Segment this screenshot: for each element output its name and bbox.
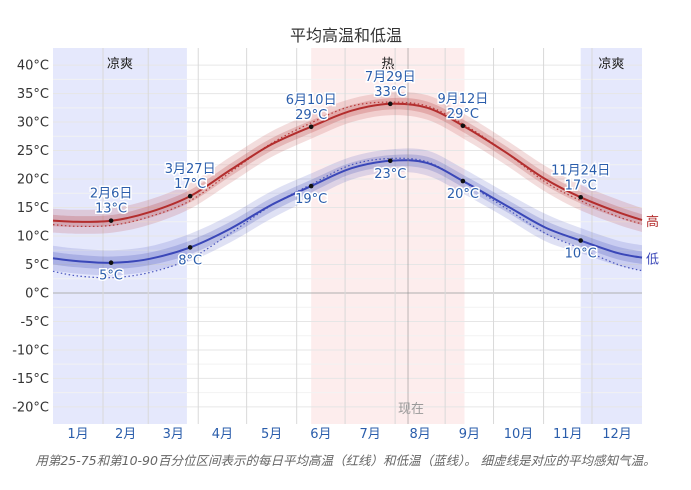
series-legend-label: 高: [646, 214, 659, 230]
x-month-label: 7月: [359, 427, 380, 442]
high-point-marker: [578, 194, 583, 200]
y-tick-label: 0°C: [25, 286, 49, 301]
season-label: 凉爽: [107, 57, 133, 72]
high-value-label: 13°C: [95, 202, 127, 217]
x-month-label: 12月: [602, 427, 632, 442]
series-line: [52, 102, 643, 223]
low-value-label: 20°C: [447, 187, 479, 202]
y-tick-label: 40°C: [17, 59, 49, 74]
high-value-label: 17°C: [174, 177, 206, 192]
low-point-marker: [108, 260, 114, 265]
low-point-marker: [387, 158, 393, 164]
season-label: 热: [381, 57, 394, 72]
high-date-label: 11月24日: [551, 163, 610, 178]
series-feels-line: [52, 101, 643, 228]
low-point-marker: [308, 183, 314, 189]
x-month-label: 1月: [67, 427, 88, 442]
chart-caption: 用第25-75和第10-90百分位区间表示的每日平均高温（红线）和低温（蓝线）。…: [35, 453, 656, 468]
x-month-label: 2月: [115, 427, 136, 442]
high-date-label: 9月12日: [437, 92, 488, 107]
y-tick-label: 15°C: [17, 201, 49, 216]
series-line: [52, 159, 643, 264]
y-tick-label: 10°C: [17, 230, 49, 245]
high-value-label: 29°C: [447, 107, 479, 122]
high-point-marker: [460, 123, 466, 129]
high-point-marker: [108, 218, 114, 223]
x-month-label: 8月: [409, 427, 430, 442]
x-month-label: 11月: [553, 427, 583, 442]
series-band-25-75: [53, 154, 642, 270]
x-month-label: 3月: [163, 427, 184, 442]
x-month-label: 5月: [261, 427, 282, 442]
y-tick-label: -10°C: [12, 343, 49, 358]
series-band-10-90: [53, 92, 642, 234]
now-label: 现在: [398, 402, 424, 417]
chart-title: 平均高温和低温: [290, 26, 402, 45]
y-tick-label: 30°C: [17, 116, 49, 131]
y-tick-label: 35°C: [17, 87, 49, 102]
high-point-marker: [308, 124, 314, 130]
low-value-label: 5°C: [99, 269, 123, 284]
low-point-marker: [460, 178, 466, 184]
x-month-label: 6月: [310, 427, 331, 442]
high-date-label: 6月10日: [286, 93, 337, 108]
low-point-marker: [187, 245, 193, 250]
high-value-label: 29°C: [295, 108, 327, 123]
high-date-label: 2月6日: [90, 187, 133, 202]
y-tick-label: 20°C: [17, 173, 49, 188]
low-value-label: 10°C: [565, 247, 597, 262]
y-tick-label: -5°C: [20, 315, 49, 330]
season-label: 凉爽: [598, 57, 624, 72]
y-tick-label: 25°C: [17, 144, 49, 159]
low-value-label: 23°C: [374, 167, 406, 182]
high-date-label: 7月29日: [365, 70, 416, 85]
high-value-label: 33°C: [374, 85, 406, 100]
low-value-label: 19°C: [295, 192, 327, 207]
high-point-marker: [387, 101, 393, 107]
y-tick-label: 5°C: [25, 258, 49, 273]
series-legend-label: 低: [646, 253, 659, 268]
chart-canvas: 40°C 35°C 30°C 25°C 20°C 15°C 10°C 5°C 0°C -5°C -1…: [12, 26, 659, 442]
x-month-label: 4月: [212, 427, 233, 442]
high-point-marker: [187, 193, 193, 199]
low-value-label: 8°C: [178, 253, 202, 268]
y-tick-label: -15°C: [12, 372, 49, 387]
x-month-label: 10月: [504, 427, 534, 442]
y-tick-label: -20°C: [12, 400, 49, 415]
x-month-label: 9月: [459, 427, 480, 442]
high-value-label: 17°C: [565, 178, 597, 193]
high-date-label: 3月27日: [165, 162, 216, 177]
low-point-marker: [578, 238, 583, 243]
